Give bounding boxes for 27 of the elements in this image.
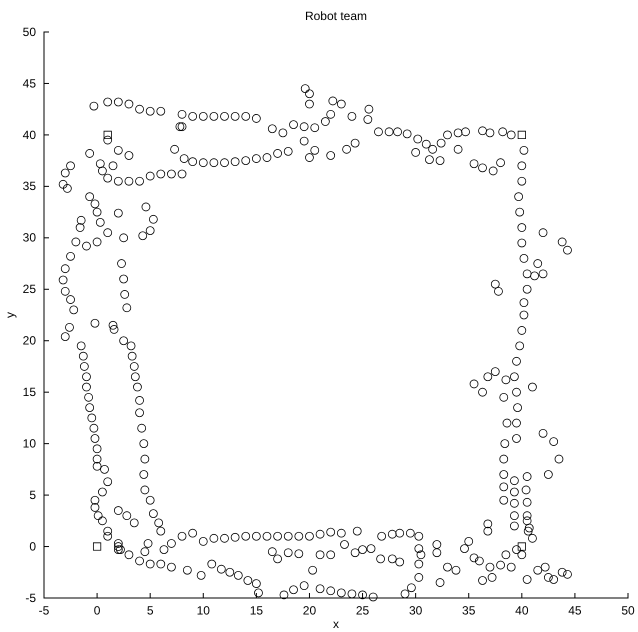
x-tick-label: 50 [621,604,635,618]
x-axis-title: x [333,617,339,631]
x-tick-label: -5 [38,604,50,618]
y-tick-label: 0 [29,539,36,554]
chart-title: Robot team [304,9,368,23]
y-tick-label: 35 [22,179,36,194]
x-tick-label: 45 [568,604,582,618]
y-tick-label: -5 [25,590,36,605]
x-tick-label: 40 [515,604,529,618]
y-axis-title: y [3,312,17,318]
y-tick-label: 25 [22,282,36,296]
y-tick-label: 10 [22,436,36,450]
y-tick-label: 30 [22,230,36,245]
y-tick-label: 15 [22,385,36,400]
y-tick-label: 45 [22,76,36,90]
x-tick-label: 20 [302,604,316,618]
y-tick-label: 20 [22,334,36,348]
y-tick-label: 40 [22,128,36,142]
x-tick-label: 15 [250,604,264,618]
x-tick-label: 10 [196,604,210,618]
x-tick-label: 5 [146,604,154,618]
x-tick-label: 30 [408,604,423,618]
x-tick-label: 25 [356,604,370,618]
x-tick-label: 0 [94,604,101,618]
x-tick-label: 35 [462,604,476,618]
y-tick-label: 5 [29,488,36,502]
y-tick-label: 50 [22,24,36,39]
